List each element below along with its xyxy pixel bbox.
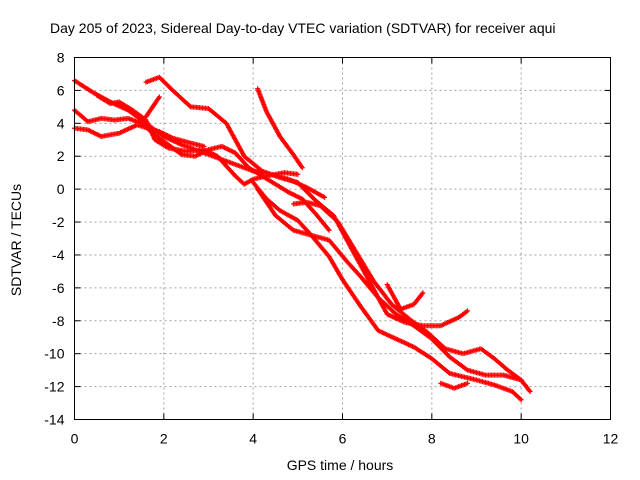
axis-ticks: 0 2 4 6 8 10 12 -14 -12 -10 -8 -6 -4 -2 0 2 4 6 8 [44,50,618,447]
data-point [326,227,332,233]
series-track-12 [438,380,471,391]
data-point [295,171,301,177]
y-tick-label: 4 [57,115,65,131]
grid-lines [74,57,611,420]
y-tick-label: -8 [52,313,65,329]
y-tick-label: -4 [52,247,65,263]
data-point [465,380,471,386]
y-tick-label: 0 [57,181,65,197]
y-tick-label: -12 [44,379,64,395]
x-tick-label: 10 [513,431,529,447]
x-tick-label: 6 [339,431,347,447]
series-track-10 [290,199,533,395]
data-point [420,290,426,296]
data-point [465,308,471,314]
y-tick-label: 2 [57,148,65,164]
series-track-7 [255,86,305,171]
y-tick-label: -10 [44,346,64,362]
x-axis-label: GPS time / hours [287,457,394,473]
data-point [322,194,328,200]
x-tick-label: 4 [249,431,257,447]
data-point [518,397,524,403]
y-tick-label: -14 [44,412,64,428]
series-track-6 [143,94,162,120]
series-track-8 [250,180,524,403]
y-tick-label: 8 [57,50,65,66]
y-tick-label: -2 [52,214,65,230]
x-tick-label: 12 [603,431,619,447]
data-point [299,165,305,171]
series-track-11 [384,282,426,312]
y-tick-label: 6 [57,82,65,98]
x-tick-label: 8 [428,431,436,447]
x-tick-label: 2 [160,431,168,447]
data-series [72,74,533,403]
y-axis-label: SDTVAR / TECUs [8,184,24,296]
series-track-2 [72,107,332,233]
y-tick-label: -6 [52,280,65,296]
chart-title: Day 205 of 2023, Sidereal Day-to-day VTE… [50,20,556,36]
x-tick-label: 0 [71,431,79,447]
data-point [527,389,533,395]
data-point [156,94,162,100]
series-track-4 [94,92,301,187]
